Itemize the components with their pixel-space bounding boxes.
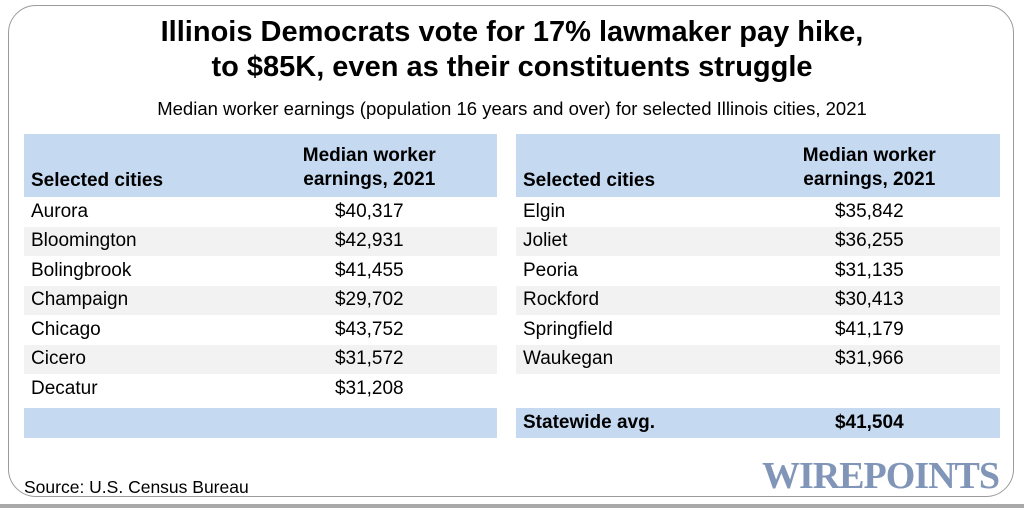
value-cell: $30,413	[834, 289, 904, 311]
city-cell: Rockford	[523, 289, 600, 311]
value-cell: $36,255	[834, 230, 904, 252]
city-cell: Elgin	[523, 200, 566, 222]
table-row: Cicero $31,572	[24, 344, 497, 374]
city-cell: Champaign	[31, 289, 129, 311]
city-cell: Peoria	[523, 259, 578, 281]
right-col-header-cities: Selected cities	[523, 170, 656, 191]
value-cell: $41,179	[834, 318, 904, 340]
table-row: Springfield $41,179	[516, 315, 1000, 345]
city-cell: Bloomington	[31, 230, 137, 252]
chart-title-line2: to $85K, even as their constituents stru…	[211, 51, 813, 83]
left-col-header-earnings-text: Median worker earnings, 2021	[302, 145, 436, 190]
left-table-empty-footer-row	[24, 407, 497, 438]
city-cell: Bolingbrook	[31, 259, 132, 281]
chart-title: Illinois Democrats vote for 17% lawmaker…	[0, 15, 1024, 85]
statewide-average-label: Statewide avg.	[523, 411, 655, 433]
statewide-average-value: $41,504	[834, 411, 904, 433]
table-row: Decatur $31,208	[24, 374, 497, 404]
value-cell: $31,572	[334, 348, 404, 370]
city-cell: Springfield	[523, 318, 613, 340]
bottom-shadow-bar	[0, 504, 1024, 508]
value-cell: $31,966	[834, 348, 904, 370]
table-row: Joliet $36,255	[516, 226, 1000, 256]
city-cell: Decatur	[31, 377, 98, 399]
chart-subtitle: Median worker earnings (population 16 ye…	[157, 98, 867, 119]
city-cell: Chicago	[31, 318, 101, 340]
left-col-header-earnings: Median worker earnings, 2021	[242, 134, 497, 197]
source-attribution: Source: U.S. Census Bureau	[24, 477, 249, 497]
city-cell: Joliet	[523, 230, 568, 252]
table-row: Peoria $31,135	[516, 256, 1000, 286]
table-row-empty	[516, 374, 1000, 404]
table-row: Bloomington $42,931	[24, 226, 497, 256]
value-cell: $29,702	[334, 289, 404, 311]
table-row: Aurora $40,317	[24, 197, 497, 227]
table-row: Champaign $29,702	[24, 285, 497, 315]
left-earnings-table: Selected cities Median worker earnings, …	[24, 134, 497, 438]
value-cell: $35,842	[834, 200, 904, 222]
statewide-average-row: Statewide avg. $41,504	[516, 407, 1000, 438]
city-cell: Cicero	[31, 348, 86, 370]
right-col-header-earnings: Median worker earnings, 2021	[739, 134, 1000, 197]
value-cell: $43,752	[334, 318, 404, 340]
city-cell: Waukegan	[523, 348, 614, 370]
table-row: Bolingbrook $41,455	[24, 256, 497, 286]
table-row: Waukegan $31,966	[516, 344, 1000, 374]
table-row: Chicago $43,752	[24, 315, 497, 345]
left-col-header-cities: Selected cities	[31, 170, 164, 191]
chart-title-line1: Illinois Democrats vote for 17% lawmaker…	[160, 16, 864, 48]
value-cell: $42,931	[334, 230, 404, 252]
value-cell: $41,455	[334, 259, 404, 281]
value-cell: $31,135	[834, 259, 904, 281]
value-cell: $31,208	[334, 377, 404, 399]
right-table-header-row: Selected cities Median worker earnings, …	[516, 134, 1000, 197]
table-row: Elgin $35,842	[516, 197, 1000, 227]
left-table-header-row: Selected cities Median worker earnings, …	[24, 134, 497, 197]
city-cell: Aurora	[31, 200, 89, 222]
value-cell: $40,317	[334, 200, 404, 222]
wirepoints-logo: WIREPOINTS	[761, 455, 1000, 497]
right-earnings-table: Selected cities Median worker earnings, …	[516, 134, 1000, 438]
right-col-header-earnings-text: Median worker earnings, 2021	[802, 145, 936, 190]
table-row: Rockford $30,413	[516, 285, 1000, 315]
